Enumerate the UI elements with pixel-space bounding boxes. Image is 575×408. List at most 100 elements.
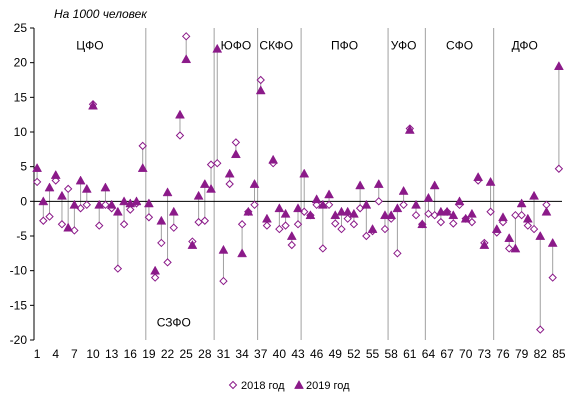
district-separators <box>145 28 495 340</box>
point-2019 <box>479 239 490 249</box>
point-2019 <box>75 175 86 185</box>
point-2019 <box>342 206 353 216</box>
point-2018 <box>250 200 259 210</box>
point-2018 <box>51 176 60 185</box>
x-tick-label: 55 <box>366 347 380 361</box>
point-2019 <box>411 199 421 209</box>
point-2018 <box>318 244 328 253</box>
point-2018 <box>144 213 154 222</box>
point-2018 <box>324 200 334 210</box>
y-tick-label: 0 <box>20 194 27 208</box>
point-2019 <box>137 163 148 172</box>
point-2019 <box>535 230 546 240</box>
y-tick-label: 25 <box>14 21 28 35</box>
point-2019 <box>63 222 74 232</box>
point-2018 <box>536 325 545 334</box>
point-2018 <box>219 276 228 286</box>
point-2019 <box>187 239 198 249</box>
point-2019 <box>467 208 477 218</box>
point-2019 <box>224 168 235 178</box>
legend-marker-2019 <box>294 379 304 389</box>
point-2018 <box>523 221 533 230</box>
point-2019 <box>448 210 459 220</box>
y-tick-label: 15 <box>14 90 28 104</box>
point-2019 <box>32 163 43 172</box>
x-tick-label: 43 <box>291 347 305 361</box>
point-2019 <box>529 190 539 200</box>
point-2018 <box>380 224 390 234</box>
district-label: СКФО <box>259 38 293 52</box>
point-2019 <box>553 61 564 70</box>
x-tick-label: 64 <box>422 347 436 361</box>
point-2019 <box>417 219 428 229</box>
point-2019 <box>522 213 533 223</box>
point-2019 <box>88 100 98 110</box>
point-2018 <box>194 217 203 227</box>
point-2018 <box>101 200 110 210</box>
point-2018 <box>231 138 241 147</box>
x-tick-label: 25 <box>180 347 194 361</box>
x-tick-label: 82 <box>534 347 548 361</box>
point-2019 <box>280 208 291 218</box>
x-tick-label: 13 <box>105 347 119 361</box>
district-label: СФО <box>446 38 473 52</box>
point-2018 <box>486 207 495 216</box>
point-2019 <box>361 199 372 209</box>
point-2019 <box>373 178 384 188</box>
point-2019 <box>206 183 216 193</box>
point-2019 <box>510 243 521 253</box>
point-2019 <box>243 206 254 216</box>
point-2018 <box>113 264 123 273</box>
legend-label-2018: 2018 год <box>241 380 285 392</box>
point-2018 <box>39 216 48 225</box>
point-2018 <box>275 224 284 234</box>
point-2019 <box>181 54 192 64</box>
point-2018 <box>281 221 290 230</box>
x-tick-label: 40 <box>273 347 287 361</box>
point-2019 <box>143 198 154 208</box>
point-2019 <box>498 212 508 222</box>
axes: -20 -15 -10 -5 0 5 10 15 20 25 1 4 7 10 13 16 19 22 25 28 31… <box>10 21 566 361</box>
point-2019 <box>311 194 322 204</box>
point-2018 <box>138 141 147 151</box>
x-tick-label: 61 <box>403 347 417 361</box>
y-tick-label: 10 <box>14 125 28 139</box>
point-2019 <box>162 187 173 197</box>
point-2018 <box>293 220 303 229</box>
district-labels: ЦФО СЗФО ЮФО СКФО ПФО УФО СФО ДФО <box>76 38 538 329</box>
point-2019 <box>199 178 210 188</box>
point-2019 <box>119 196 129 206</box>
point-2019 <box>504 233 515 242</box>
point-2019 <box>274 203 285 213</box>
point-2019 <box>541 206 552 216</box>
point-2019 <box>293 203 303 213</box>
point-2018 <box>504 244 514 253</box>
point-2018 <box>449 219 458 228</box>
point-2019 <box>404 124 415 134</box>
point-2019 <box>212 43 223 53</box>
x-tick-label: 28 <box>198 347 212 361</box>
x-tick-label: 37 <box>254 347 268 361</box>
point-2018 <box>175 131 185 140</box>
point-2018 <box>32 177 42 187</box>
point-2018 <box>517 210 526 220</box>
point-2019 <box>324 189 334 199</box>
point-2018 <box>411 210 421 220</box>
point-2019 <box>156 215 167 225</box>
point-2018 <box>262 221 272 230</box>
point-2019 <box>218 244 229 254</box>
point-2019 <box>44 182 55 192</box>
point-2019 <box>57 190 67 200</box>
point-2019 <box>193 190 204 200</box>
point-2019 <box>491 224 502 233</box>
x-tick-label: 16 <box>124 347 138 361</box>
point-2019 <box>516 198 527 208</box>
point-2019 <box>262 213 272 223</box>
unit-label: На 1000 человек <box>54 7 148 21</box>
series-2018-points <box>32 32 564 334</box>
district-label: ПФО <box>331 38 358 52</box>
x-tick-label: 46 <box>310 347 324 361</box>
point-2018 <box>287 240 296 250</box>
point-2018 <box>169 223 178 232</box>
point-2019 <box>50 169 61 179</box>
